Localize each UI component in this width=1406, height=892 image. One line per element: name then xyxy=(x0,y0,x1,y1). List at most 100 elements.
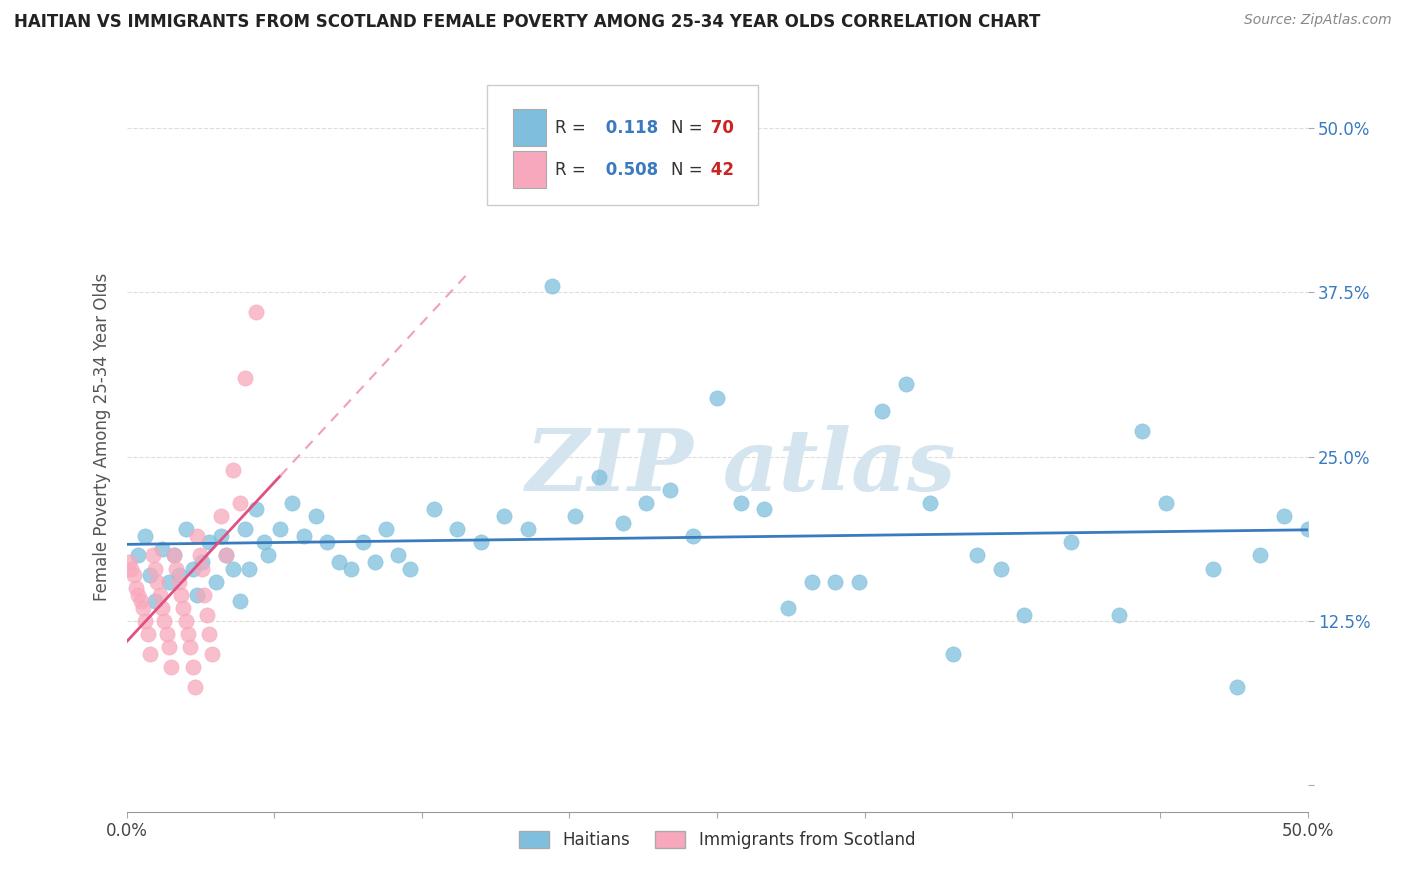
Point xyxy=(918,496,941,510)
Point xyxy=(1226,680,1249,694)
Point xyxy=(894,377,917,392)
Point xyxy=(198,535,221,549)
Point xyxy=(1060,535,1083,549)
Point xyxy=(588,469,610,483)
Point xyxy=(134,529,156,543)
Point xyxy=(1154,496,1177,510)
Point xyxy=(181,660,204,674)
Point xyxy=(375,522,398,536)
Point xyxy=(292,529,315,543)
Point xyxy=(636,496,658,510)
Point xyxy=(387,549,409,563)
Point xyxy=(682,529,704,543)
Point xyxy=(612,516,634,530)
Point xyxy=(167,568,190,582)
Point xyxy=(252,535,274,549)
Point xyxy=(222,561,245,575)
Point xyxy=(352,535,374,549)
Point xyxy=(399,561,422,575)
Point xyxy=(193,588,215,602)
Point xyxy=(177,627,200,641)
Point xyxy=(1108,607,1130,622)
Point xyxy=(149,588,172,602)
Point xyxy=(245,502,267,516)
Point xyxy=(304,508,326,523)
Point xyxy=(143,594,166,608)
Text: 70: 70 xyxy=(706,119,734,136)
Point xyxy=(776,601,799,615)
Point xyxy=(1202,561,1225,575)
Point xyxy=(132,601,155,615)
Point xyxy=(139,568,162,582)
Point xyxy=(706,391,728,405)
Point xyxy=(157,640,180,655)
Point xyxy=(167,574,190,589)
Point xyxy=(281,496,304,510)
Point xyxy=(245,305,267,319)
Point xyxy=(139,647,162,661)
Point xyxy=(209,529,232,543)
Point xyxy=(238,561,260,575)
Text: R =: R = xyxy=(555,161,592,178)
Point xyxy=(195,607,218,622)
Point xyxy=(186,588,208,602)
Point xyxy=(848,574,870,589)
Point xyxy=(174,614,197,628)
Legend: Haitians, Immigrants from Scotland: Haitians, Immigrants from Scotland xyxy=(512,824,922,855)
Bar xyxy=(513,151,546,188)
Point xyxy=(564,508,586,523)
Text: ZIP atlas: ZIP atlas xyxy=(526,425,956,508)
Point xyxy=(990,561,1012,575)
Point xyxy=(824,574,846,589)
Point xyxy=(127,588,149,602)
Point xyxy=(179,640,201,655)
Text: HAITIAN VS IMMIGRANTS FROM SCOTLAND FEMALE POVERTY AMONG 25-34 YEAR OLDS CORRELA: HAITIAN VS IMMIGRANTS FROM SCOTLAND FEMA… xyxy=(14,13,1040,31)
Point xyxy=(1130,424,1153,438)
Point xyxy=(269,522,291,536)
Point xyxy=(136,627,159,641)
Point xyxy=(966,549,988,563)
Point xyxy=(163,549,186,563)
Point xyxy=(872,404,894,418)
Point xyxy=(470,535,492,549)
Point xyxy=(233,371,256,385)
Point xyxy=(156,627,179,641)
Point xyxy=(181,561,204,575)
Point xyxy=(160,660,183,674)
Point xyxy=(233,522,256,536)
Point xyxy=(150,601,173,615)
Point xyxy=(125,581,148,595)
Point xyxy=(257,549,280,563)
Point xyxy=(1012,607,1035,622)
Point xyxy=(150,541,173,556)
Point xyxy=(186,529,208,543)
Point xyxy=(422,502,444,516)
Point xyxy=(229,594,252,608)
Point xyxy=(129,594,152,608)
Point xyxy=(209,508,232,523)
Point xyxy=(215,549,238,563)
Point xyxy=(122,568,145,582)
Point xyxy=(163,549,186,563)
Point xyxy=(141,549,163,563)
FancyBboxPatch shape xyxy=(486,85,758,205)
Point xyxy=(198,627,221,641)
Point xyxy=(658,483,681,497)
Point xyxy=(120,561,142,575)
Bar xyxy=(513,109,546,146)
Point xyxy=(800,574,823,589)
Point xyxy=(127,549,149,563)
Text: 42: 42 xyxy=(706,161,734,178)
Point xyxy=(157,574,180,589)
Point xyxy=(143,561,166,575)
Point xyxy=(174,522,197,536)
Point xyxy=(517,522,540,536)
Text: N =: N = xyxy=(671,119,703,136)
Point xyxy=(942,647,965,661)
Text: N =: N = xyxy=(671,161,703,178)
Point xyxy=(200,647,222,661)
Point xyxy=(754,502,776,516)
Text: 0.118: 0.118 xyxy=(600,119,658,136)
Point xyxy=(146,574,169,589)
Point xyxy=(165,561,187,575)
